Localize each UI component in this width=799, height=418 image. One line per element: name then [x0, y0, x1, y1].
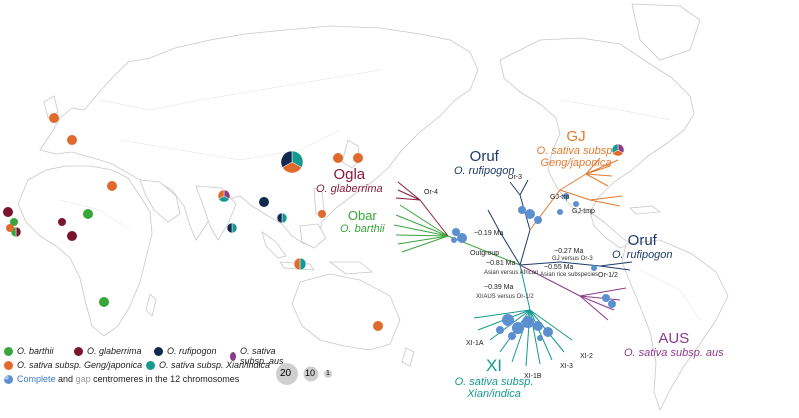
africa-landmass — [17, 165, 153, 337]
madagascar-landmass — [145, 293, 157, 317]
clade-obar: Obar O. barthii — [340, 208, 385, 235]
label-027-desc: GJ versus Or-3 — [552, 256, 593, 262]
legend-item-xian: O. sativa subsp. Xian/indica — [146, 360, 270, 370]
legend-item-centromeres: Complete and gap centromeres in the 12 c… — [4, 374, 239, 384]
label-039-desc: XI/AUS versus Or-1/2 — [476, 294, 534, 300]
size-legend-1: 1 — [326, 370, 330, 377]
size-legend-circles — [276, 363, 332, 385]
label-or3: Or-3 — [508, 174, 522, 181]
size-legend-10: 10 — [305, 368, 316, 378]
label-xi1b: XI-1B — [524, 373, 542, 380]
clade-oruf-top: Oruf O. rufipogon — [454, 148, 515, 177]
sample-point — [99, 297, 109, 307]
new-guinea-landmass — [328, 261, 374, 275]
label-027ma: ~0.27 Ma — [554, 248, 584, 255]
sample-point — [217, 189, 231, 203]
label-081-desc: Asian versus African — [484, 270, 539, 276]
north-america-landmass — [499, 37, 695, 215]
aus-branches — [519, 264, 627, 321]
clade-gj: GJ O. sativa subsp. Geng/japonica — [536, 128, 616, 169]
legend-dot-icon — [4, 346, 13, 356]
sample-point — [318, 210, 326, 218]
sumatra-landmass — [261, 231, 287, 259]
sample-point — [10, 218, 18, 226]
philippines-landmass — [313, 187, 325, 215]
label-081ma: ~0.81 Ma — [486, 260, 516, 267]
sample-point — [107, 181, 117, 191]
sample-point — [280, 150, 304, 174]
label-xi1a: XI-1A — [466, 340, 484, 347]
sample-point — [373, 321, 383, 331]
pie-legend-icon — [4, 374, 13, 384]
south-america-landmass — [621, 239, 729, 412]
sample-point — [67, 135, 77, 145]
label-gj-tmp: GJ-tmp — [572, 208, 595, 215]
legend-dot-icon — [154, 346, 163, 356]
clade-oruf-right: Oruf O. rufipogon — [612, 232, 673, 261]
label-055-desc: Asian rice subspecies — [540, 272, 599, 278]
legend-item-barthii: O. barthii — [4, 346, 54, 356]
sample-point — [226, 222, 238, 234]
borneo-landmass — [299, 223, 327, 249]
legend-dot-icon — [230, 351, 236, 361]
sample-point — [353, 153, 363, 163]
sample-point — [83, 209, 93, 219]
legend-dot-icon — [74, 346, 83, 356]
sample-point — [67, 231, 77, 241]
sample-point — [293, 257, 307, 271]
sample-point — [49, 113, 59, 123]
oruf-branches — [487, 179, 633, 271]
label-039ma: ~0.39 Ma — [484, 284, 514, 291]
gj-branches — [529, 157, 623, 231]
arabia-landmass — [139, 179, 181, 223]
size-legend-20: 20 — [280, 368, 292, 379]
legend-dot-icon — [146, 360, 155, 370]
greenland-landmass — [631, 3, 701, 61]
label-019ma: ~0.19 Ma — [474, 230, 504, 237]
legend-item-geng: O. sativa subsp. Geng/japonica — [4, 360, 142, 370]
obar-branches — [393, 204, 521, 266]
britain-landmass — [43, 95, 59, 119]
new-zealand-landmass — [401, 347, 415, 367]
sample-point — [3, 207, 13, 217]
label-outgroup: Outgroup — [470, 250, 500, 257]
label-xi2: XI-2 — [580, 353, 593, 360]
clade-aus: AUS O. sativa subsp. aus — [624, 330, 724, 359]
sample-point — [611, 143, 625, 157]
legend-dot-icon — [4, 360, 13, 370]
caribbean-landmass — [629, 205, 662, 215]
australia-landmass — [291, 273, 401, 351]
clade-ogla: Ogla O. glaberrima — [316, 166, 383, 195]
tree-nodes — [451, 193, 616, 341]
legend-item-rufipogon: O. rufipogon — [154, 346, 217, 356]
clade-xi: XI O. sativa subsp. Xian/indica — [454, 356, 534, 400]
label-or12: Or-1/2 — [598, 272, 618, 279]
legend-item-aus: O. sativa subsp. aus — [230, 346, 294, 366]
ogla-branches — [395, 181, 449, 237]
legend-centromeres: Complete and gap centromeres in the 12 c… — [17, 374, 240, 384]
sample-point — [333, 153, 343, 163]
label-or4: Or-4 — [424, 189, 438, 196]
central-america-landmass — [589, 211, 631, 249]
sample-point — [58, 218, 66, 226]
legend-item-glaberrima: O. glaberrima — [74, 346, 142, 356]
label-xi3: XI-3 — [560, 363, 573, 370]
sample-point — [6, 224, 14, 232]
sample-point — [276, 212, 288, 224]
label-055ma: ~0.55 Ma — [544, 264, 574, 271]
sample-point — [259, 197, 269, 207]
label-gj-trp: GJ-trp — [550, 194, 570, 201]
